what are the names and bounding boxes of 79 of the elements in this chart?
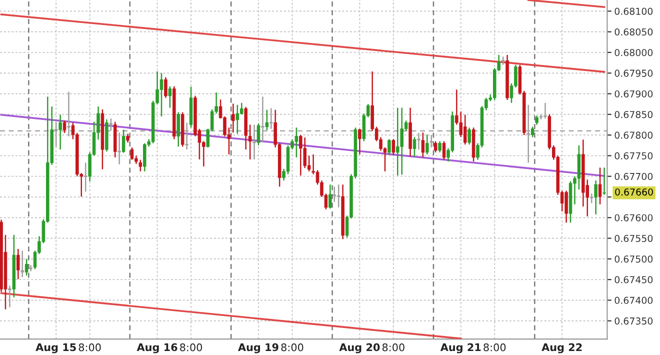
candlestick [130,146,134,160]
candlestick [58,114,62,150]
candlestick [564,190,568,224]
candlestick [530,126,534,138]
candlestick [168,86,172,108]
candlestick [463,114,467,146]
candlestick [8,285,12,308]
y-tick-label: 0.67700 [614,172,653,180]
y-tick-label: 0.68100 [614,8,653,15]
y-tick-label: 0.68000 [614,49,653,56]
y-tick-label: 0.67900 [614,90,653,98]
x-tick-label: 8:00 [484,343,506,352]
y-tick-label: 0.67600 [614,214,653,222]
y-tick-label: 0.67500 [614,255,653,263]
candlestick [164,76,168,98]
candlestick [544,102,547,120]
y-tick-label: 0.67550 [614,234,653,242]
y-tick-label: 0.67750 [614,152,653,160]
candlestick [118,132,121,165]
candlestick [24,258,28,276]
candlestick [392,138,396,156]
candlestick [400,107,404,176]
candlestick [417,132,420,150]
y-tick-label: 0.67800 [614,132,653,139]
candlestick [468,126,471,146]
candlestick [294,126,298,158]
candlestick [160,72,164,118]
x-tick-label: 8:00 [281,343,304,352]
y-tick-label: 0.67400 [614,296,653,304]
candlestick [256,122,260,146]
candlestick [336,184,340,208]
candlestick [248,124,252,160]
candlestick [535,115,538,126]
y-tick-label: 0.67450 [614,276,653,284]
candlestick [438,140,442,153]
candlestick [426,134,429,156]
x-tick-label: Aug 16 [136,343,178,354]
candlestick [232,103,235,134]
candlestick [577,144,581,190]
candlestick [434,140,438,153]
text: 0.67660 [615,188,653,196]
x-tick-label: 8:00 [78,343,101,352]
candlestick [598,167,602,206]
candlestick [332,186,336,203]
candlestick [442,140,446,160]
candlestick [396,107,400,176]
candlestick [328,184,332,210]
x-tick-label: Aug 19 [238,343,278,354]
candlestick [143,142,146,172]
x-tick-label: Aug 15 [36,343,76,354]
x-tick-label: Aug 20 [339,343,380,354]
candlestick [358,128,362,156]
candlestick [265,109,269,131]
candlestick [62,120,66,134]
y-tick-label: 0.67850 [614,110,653,118]
candlestick [590,193,594,204]
candlestick [602,167,606,196]
candlestick [122,129,126,154]
x-tick-label: 8:00 [180,343,202,352]
y-tick-label: 0.68050 [614,28,653,36]
candlestick [299,134,302,176]
x-tick-label: Aug 22 [542,343,582,354]
x-tick-label: 8:00 [382,343,404,352]
candlestick [594,180,598,215]
candlestick [286,144,290,175]
candlestick [430,134,433,148]
candlestick [388,138,391,156]
x-tick-label: Aug 21 [440,343,481,354]
candlestick [236,104,240,134]
candlestick [176,112,180,148]
y-tick-label: 0.67950 [614,70,653,77]
candlestick [16,248,20,280]
candlestick [84,162,88,192]
candlestick [20,250,24,278]
candlestick [29,264,32,272]
candlestick [138,159,142,172]
y-tick-label: 0.67350 [614,317,653,325]
candlestick [412,136,416,158]
candlestick [421,132,425,158]
